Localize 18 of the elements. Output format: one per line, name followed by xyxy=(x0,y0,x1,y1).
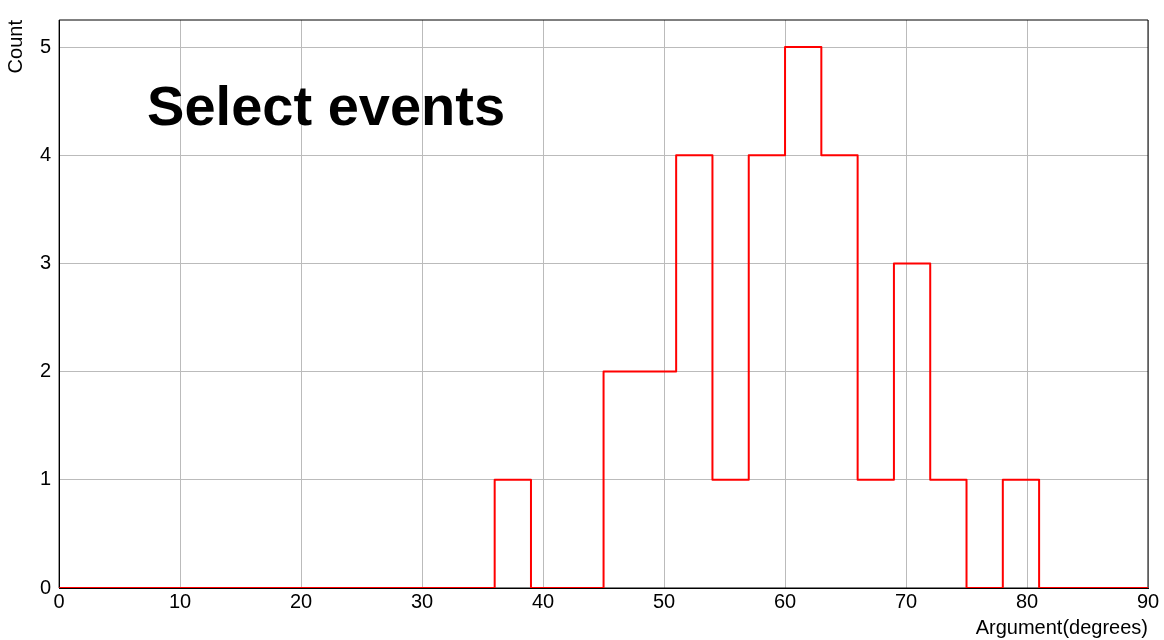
y-tick-label: 0 xyxy=(40,575,52,598)
x-axis-title: Argument(degrees) xyxy=(975,615,1148,638)
x-tick-label: 30 xyxy=(410,589,434,612)
x-tick-label: 90 xyxy=(1136,589,1160,612)
text: Select events xyxy=(147,74,506,137)
x-tick-label: 40 xyxy=(531,589,555,612)
y-tick-label: 5 xyxy=(40,34,52,57)
y-axis-title: Count xyxy=(3,19,26,74)
x-tick-label: 80 xyxy=(1015,589,1039,612)
x-tick-label: 20 xyxy=(289,589,313,612)
x-tick-label: 10 xyxy=(168,589,192,612)
y-tick-label: 4 xyxy=(40,142,52,165)
y-tick-label: 2 xyxy=(40,359,52,382)
x-tick-label: 50 xyxy=(652,589,676,612)
x-tick-label: 70 xyxy=(894,589,918,612)
x-tick-label: 60 xyxy=(773,589,797,612)
y-tick-label: 1 xyxy=(40,467,52,490)
y-tick-label: 3 xyxy=(40,250,52,273)
